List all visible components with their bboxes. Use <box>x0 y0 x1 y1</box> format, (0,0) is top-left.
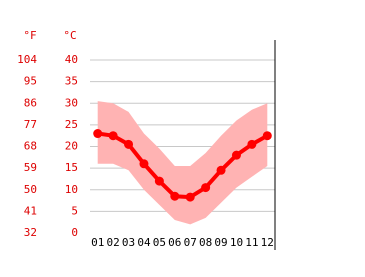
y2-tick-label: 50 <box>24 183 37 196</box>
y-tick-label: 15 <box>65 161 78 174</box>
y-tick-label: 25 <box>65 118 78 131</box>
y2-tick-label: 41 <box>24 204 37 217</box>
y2-tick-label: 59 <box>24 161 37 174</box>
y-tick-label: 30 <box>65 96 78 109</box>
y-tick-label: 20 <box>65 140 78 153</box>
point <box>93 129 103 139</box>
y2-tick-label: 32 <box>24 226 37 239</box>
point <box>231 150 241 160</box>
point <box>216 165 226 175</box>
fahrenheit-header: °F <box>23 29 36 42</box>
y-tick-label: 10 <box>65 183 78 196</box>
point <box>139 159 149 169</box>
x-tick-label: 04 <box>137 236 151 249</box>
point <box>124 139 134 149</box>
y-tick-label: 0 <box>71 226 78 239</box>
y2-tick-label: 95 <box>24 75 37 88</box>
y2-tick-label: 86 <box>24 96 37 109</box>
x-tick-label: 11 <box>245 236 258 249</box>
x-tick-label: 05 <box>153 236 166 249</box>
range-band <box>97 101 268 225</box>
point <box>170 191 180 201</box>
celsius-header: °C <box>63 29 76 42</box>
x-tick-label: 02 <box>107 236 120 249</box>
point <box>262 131 272 141</box>
y-tick-label: 5 <box>71 204 78 217</box>
x-tick-label: 08 <box>199 236 212 249</box>
x-tick-label: 01 <box>91 236 104 249</box>
point <box>108 131 118 141</box>
x-tick-label: 10 <box>230 236 243 249</box>
y-tick-label: 35 <box>65 75 78 88</box>
y2-tick-label: 68 <box>24 140 37 153</box>
x-tick-label: 09 <box>214 236 227 249</box>
y-tick-label: 40 <box>65 53 78 66</box>
point <box>185 192 195 202</box>
point <box>154 176 164 186</box>
point <box>247 139 257 149</box>
x-tick-label: 06 <box>168 236 181 249</box>
x-tick-label: 03 <box>122 236 135 249</box>
y2-tick-label: 77 <box>24 118 37 131</box>
x-tick-label: 07 <box>184 236 197 249</box>
x-tick-label: 12 <box>261 236 274 249</box>
point <box>201 183 211 193</box>
y2-tick-label: 104 <box>17 53 37 66</box>
